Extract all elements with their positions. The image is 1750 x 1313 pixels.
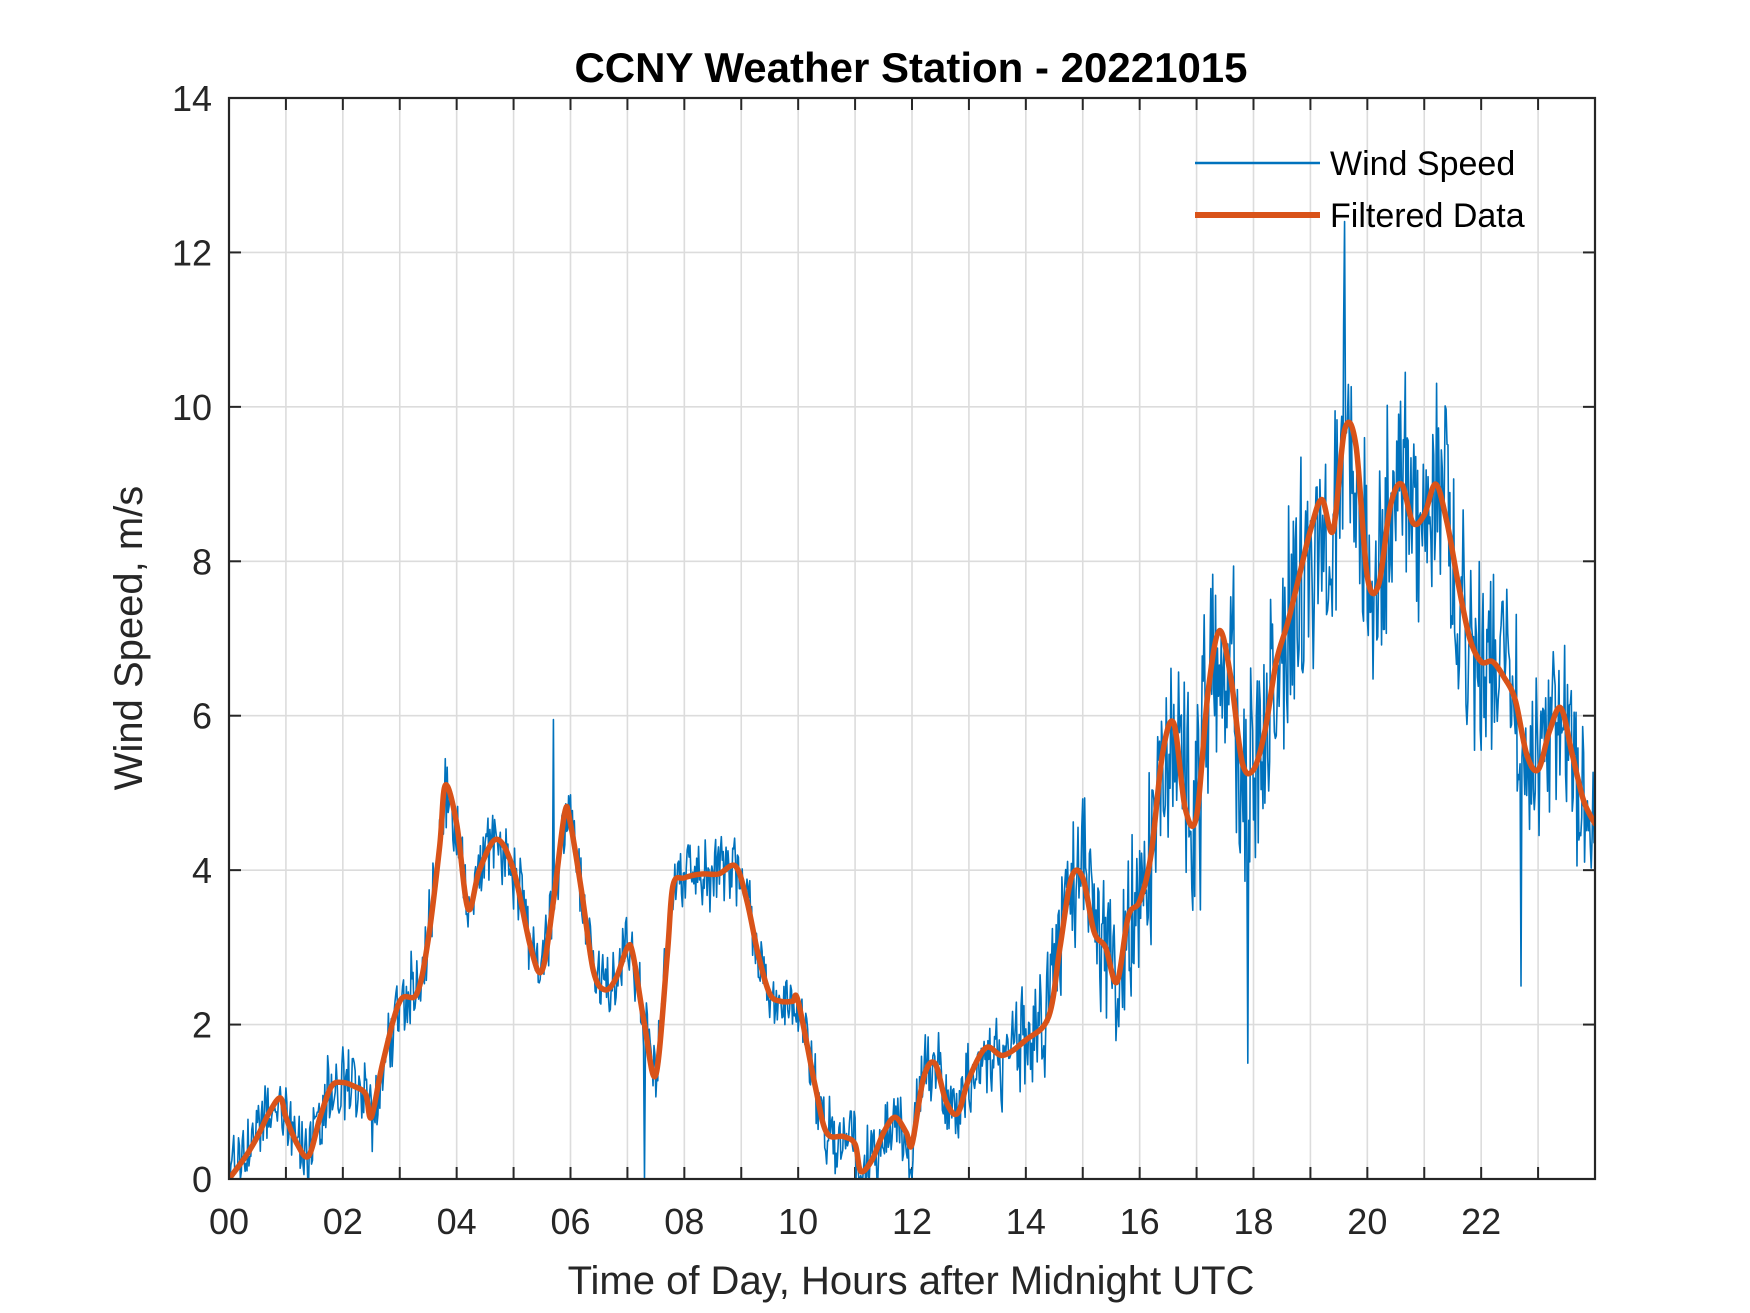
x-tick-label: 16 [1120,1201,1160,1242]
y-tick-label: 12 [172,232,212,273]
y-tick-label: 2 [192,1005,212,1046]
legend-label-wind-speed: Wind Speed [1330,145,1515,183]
x-tick-label: 06 [550,1201,590,1242]
x-tick-label: 20 [1347,1201,1387,1242]
x-tick-label: 12 [892,1201,932,1242]
x-tick-label: 14 [1006,1201,1046,1242]
y-tick-label: 8 [192,541,212,582]
x-tick-label: 04 [437,1201,477,1242]
y-tick-label: 14 [172,78,212,119]
y-tick-label: 10 [172,387,212,428]
x-tick-label: 08 [664,1201,704,1242]
x-tick-label: 00 [209,1201,249,1242]
x-tick-label: 10 [778,1201,818,1242]
x-tick-label: 02 [323,1201,363,1242]
x-axis-ticks: 00 02 04 06 08 10 12 14 16 18 20 22 [209,98,1540,1242]
x-tick-label: 22 [1461,1201,1501,1242]
chart-title: CCNY Weather Station - 20221015 [574,44,1247,91]
x-tick-label: 18 [1233,1201,1273,1242]
y-axis-ticks: 0 2 4 6 8 10 12 14 [172,78,1595,1200]
y-tick-label: 6 [192,696,212,737]
y-tick-label: 0 [192,1159,212,1200]
grid [229,98,1595,1179]
legend: Wind Speed Filtered Data [1195,145,1525,235]
series-line-filtered-data [229,419,1595,1179]
y-axis-label: Wind Speed, m/s [107,486,151,791]
x-axis-label: Time of Day, Hours after Midnight UTC [568,1259,1255,1303]
plot-area-frame [227,96,1597,1181]
legend-label-filtered-data: Filtered Data [1330,197,1525,235]
y-tick-label: 4 [192,850,212,891]
